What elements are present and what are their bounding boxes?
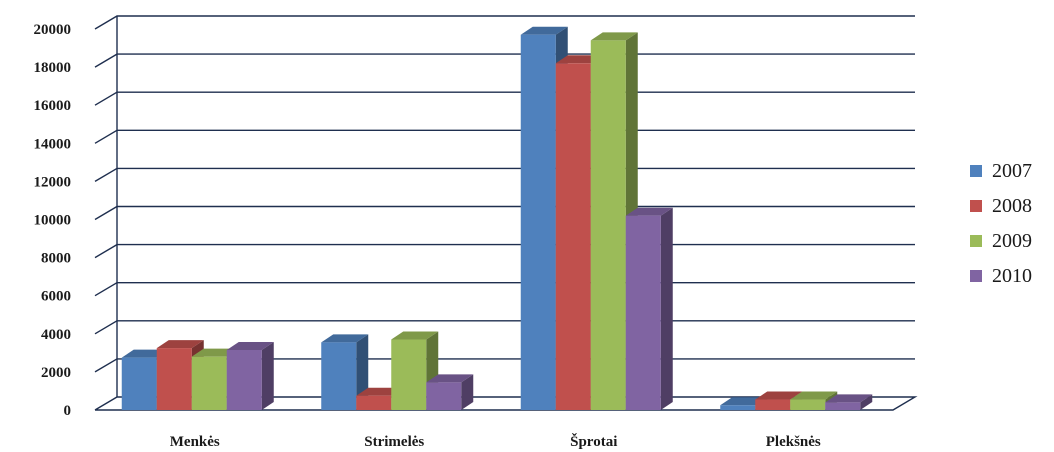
legend-swatch: [970, 270, 982, 282]
y-tick-label: 20000: [34, 22, 72, 38]
gridline: [94, 282, 915, 297]
bar-front: [825, 402, 861, 410]
bar-front: [755, 399, 791, 410]
bar-front: [520, 34, 556, 411]
bar-side: [461, 374, 474, 410]
gridline: [94, 53, 915, 68]
bar-front: [156, 348, 192, 410]
legend-item: 2008: [970, 195, 1032, 217]
y-tick-label: 18000: [34, 60, 72, 76]
bar-front: [555, 63, 591, 410]
y-tick-label: 14000: [34, 136, 72, 152]
x-tick-label: Menkės: [170, 434, 220, 450]
legend-label: 2007: [992, 160, 1032, 182]
gridline: [94, 243, 915, 259]
legend-label: 2009: [992, 230, 1032, 252]
legend-item: 2009: [970, 230, 1032, 252]
bar-front: [191, 356, 227, 410]
legend-item: 2007: [970, 160, 1032, 182]
legend-item: 2010: [970, 265, 1032, 287]
legend-swatch: [970, 235, 982, 247]
y-tick-label: 10000: [34, 213, 72, 229]
bar-front: [426, 382, 462, 410]
y-tick-label: 2000: [41, 365, 71, 381]
bar-top: [321, 334, 369, 343]
bar-front: [391, 339, 427, 410]
gridline: [94, 320, 915, 335]
bar-2007: [321, 334, 369, 410]
bar-front: [790, 399, 826, 410]
y-tick-label: 8000: [41, 251, 71, 267]
legend-label: 2008: [992, 195, 1032, 217]
gridline: [94, 15, 915, 30]
bars: [121, 26, 873, 411]
bar-front: [720, 405, 756, 410]
bar-front: [121, 357, 157, 410]
bar-side: [660, 207, 673, 410]
bar-front: [356, 395, 392, 410]
bar-top: [790, 391, 838, 400]
bar-2008: [156, 340, 204, 410]
gridline: [94, 91, 915, 106]
legend-label: 2010: [992, 265, 1032, 287]
bar-top: [226, 341, 274, 350]
x-tick-label: Plekšnės: [766, 434, 821, 450]
bar-top: [426, 374, 474, 383]
legend-swatch: [970, 165, 982, 177]
bar-top: [625, 207, 673, 216]
bar-front: [321, 342, 357, 410]
bar-2010: [226, 341, 274, 410]
y-axis-ticks: 0 2000 4000 6000 8000 10000 12000 14000 16000 180…: [34, 22, 72, 419]
bar-top: [391, 331, 439, 340]
y-tick-label: 0: [64, 403, 72, 419]
y-tick-label: 16000: [34, 98, 72, 114]
bar-2010: [426, 374, 474, 410]
legend: 2007 2008 2009 2010: [970, 160, 1032, 287]
bar-top: [156, 340, 204, 349]
bar-2010: [625, 207, 673, 410]
gridline: [94, 205, 915, 221]
legend-swatch: [970, 200, 982, 212]
gridline: [94, 129, 915, 144]
bar-2010: [825, 394, 873, 410]
gridline: [94, 167, 915, 183]
x-tick-label: Strimelės: [364, 434, 424, 450]
bar-top: [755, 391, 803, 400]
bar-side: [860, 394, 873, 410]
x-tick-label: Šprotai: [570, 433, 617, 450]
bar-top: [825, 394, 873, 403]
bar-top: [590, 32, 638, 41]
y-tick-label: 4000: [41, 327, 71, 343]
bar-top: [520, 26, 568, 35]
bar-side: [261, 341, 274, 410]
x-axis-ticks: Menkės Strimelės Šprotai Plekšnės: [170, 433, 821, 450]
bar-front: [625, 215, 661, 410]
y-tick-label: 6000: [41, 289, 71, 305]
bar-front: [226, 349, 262, 410]
bar-front: [590, 40, 626, 411]
y-tick-label: 12000: [34, 174, 72, 190]
gridlines: [94, 15, 918, 411]
